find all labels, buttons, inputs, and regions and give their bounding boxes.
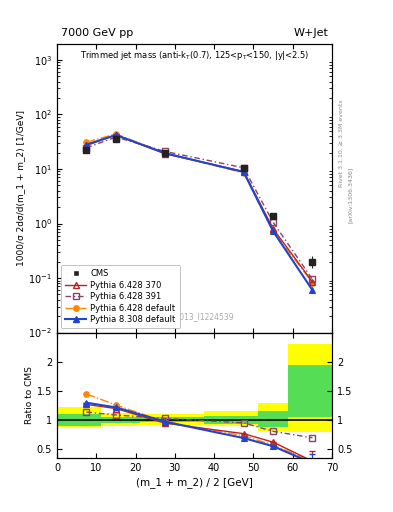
Text: Rivet 3.1.10, ≥ 3.3M events: Rivet 3.1.10, ≥ 3.3M events: [339, 99, 344, 187]
Text: Trimmed jet mass (anti-k$_\mathrm{T}$(0.7), 125<p$_\mathrm{T}$<150, |y|<2.5): Trimmed jet mass (anti-k$_\mathrm{T}$(0.…: [80, 49, 309, 62]
Y-axis label: Ratio to CMS: Ratio to CMS: [25, 367, 34, 424]
X-axis label: (m_1 + m_2) / 2 [GeV]: (m_1 + m_2) / 2 [GeV]: [136, 477, 253, 488]
Text: 7000 GeV pp: 7000 GeV pp: [61, 28, 133, 38]
Legend: CMS, Pythia 6.428 370, Pythia 6.428 391, Pythia 6.428 default, Pythia 8.308 defa: CMS, Pythia 6.428 370, Pythia 6.428 391,…: [61, 265, 180, 328]
Text: W+Jet: W+Jet: [293, 28, 328, 38]
Y-axis label: 1000/σ 2dσ/d(m_1 + m_2) [1/GeV]: 1000/σ 2dσ/d(m_1 + m_2) [1/GeV]: [17, 110, 26, 266]
Text: [arXiv:1306.3436]: [arXiv:1306.3436]: [348, 166, 353, 223]
Text: CMS_2013_I1224539: CMS_2013_I1224539: [155, 312, 234, 321]
